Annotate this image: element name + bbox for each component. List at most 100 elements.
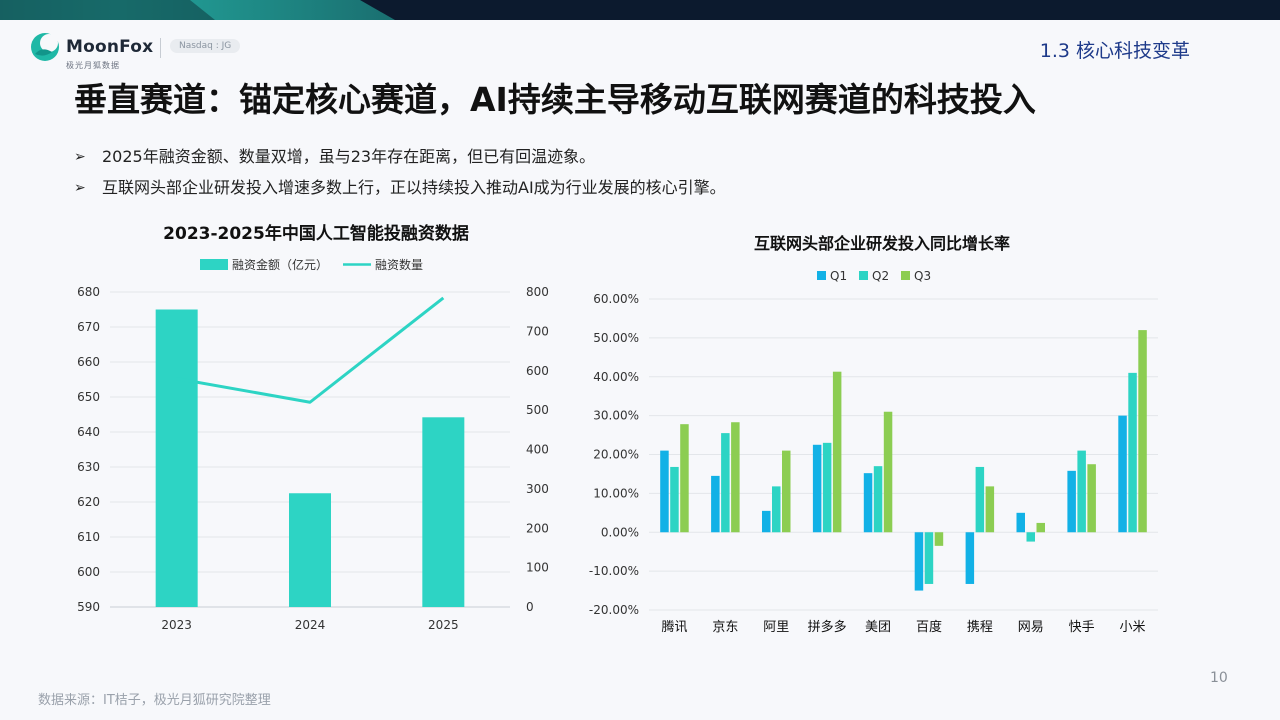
- bar-q1: [660, 450, 669, 533]
- y-tick-label: 0.00%: [601, 525, 639, 539]
- y-right-tick-label: 700: [526, 324, 549, 338]
- bullet-list: ➢ 2025年融资金额、数量双增，虽与23年存在距离，但已有回温迹象。 ➢ 互联…: [74, 144, 726, 206]
- legend-swatch-bar: [200, 259, 228, 270]
- bullet-arrow-icon: ➢: [74, 149, 86, 165]
- y-tick-label: -10.00%: [589, 564, 639, 578]
- bar-q3: [680, 424, 689, 533]
- y-left-tick-label: 610: [77, 530, 100, 544]
- x-tick-label: 2025: [428, 618, 459, 632]
- rd-growth-chart: 互联网头部企业研发投入同比增长率 Q1 Q2 Q3 -20.00% -10.00% 0.00…: [589, 234, 1158, 635]
- top-banner: [0, 0, 1280, 20]
- bar-q2: [975, 466, 985, 533]
- y-tick-label: -20.00%: [589, 603, 639, 617]
- x-tick-label: 京东: [712, 620, 738, 635]
- y-tick-label: 20.00%: [593, 448, 639, 462]
- bar-q3: [985, 486, 995, 533]
- y-left-tick-label: 620: [77, 495, 100, 509]
- x-tick-label: 网易: [1018, 620, 1044, 635]
- bar-q3: [1036, 522, 1045, 533]
- legend-label: Q3: [914, 269, 931, 283]
- chart-title: 互联网头部企业研发投入同比增长率: [754, 234, 1010, 253]
- x-tick-label: 美团: [865, 620, 891, 635]
- y-left-tick-label: 590: [77, 600, 100, 614]
- legend-swatch: [817, 271, 826, 280]
- bar-financing-amount: [289, 493, 331, 607]
- x-tick-label: 携程: [967, 619, 993, 635]
- bar-q2: [1026, 532, 1035, 542]
- bullet-item: ➢ 2025年融资金额、数量双增，虽与23年存在距离，但已有回温迹象。: [74, 144, 726, 175]
- y-tick-label: 10.00%: [593, 486, 639, 500]
- y-tick-label: 40.00%: [593, 370, 639, 384]
- y-left-tick-label: 650: [77, 390, 100, 404]
- bar-q1: [863, 473, 873, 533]
- bar-financing-amount: [155, 309, 198, 607]
- y-left-tick-label: 670: [77, 320, 100, 334]
- bar-q2: [670, 466, 679, 533]
- x-tick-label: 小米: [1120, 620, 1146, 635]
- x-tick-label: 快手: [1069, 620, 1095, 635]
- bar-q1: [965, 532, 975, 584]
- x-tick-label: 2024: [295, 618, 326, 632]
- y-right-tick-label: 400: [526, 443, 549, 457]
- brand-tagline: 极光月狐数据: [66, 61, 120, 70]
- logo-divider: [160, 38, 161, 58]
- bar-q1: [1016, 512, 1025, 533]
- bar-q2: [1128, 372, 1137, 533]
- y-right-tick-label: 0: [526, 600, 534, 614]
- legend-swatch: [859, 271, 868, 280]
- y-right-tick-label: 100: [526, 561, 549, 575]
- bullet-arrow-icon: ➢: [74, 180, 86, 196]
- y-left-tick-label: 680: [77, 285, 100, 299]
- brand-name: MoonFox: [66, 37, 154, 57]
- nasdaq-badge: Nasdaq : JG: [170, 39, 241, 53]
- bar-q1: [914, 532, 924, 591]
- legend-label: Q2: [872, 269, 889, 283]
- page-title: 垂直赛道：锚定核心赛道，AI持续主导移动互联网赛道的科技投入: [74, 80, 1036, 119]
- line-financing-count: [176, 296, 445, 404]
- bar-q2: [924, 532, 934, 584]
- bullet-text: 2025年融资金额、数量双增，虽与23年存在距离，但已有回温迹象。: [102, 147, 596, 166]
- legend-label: 融资数量: [375, 257, 423, 272]
- bar-q3: [1087, 464, 1096, 533]
- x-tick-label: 腾讯: [661, 619, 687, 635]
- bar-q3: [832, 371, 842, 533]
- chart-title: 2023-2025年中国人工智能投融资数据: [163, 223, 469, 244]
- bar-q1: [812, 444, 822, 533]
- y-right-tick-label: 800: [526, 285, 549, 299]
- bullet-item: ➢ 互联网头部企业研发投入增速多数上行，正以持续投入推动AI成为行业发展的核心引…: [74, 175, 726, 206]
- bar-q3: [731, 422, 740, 533]
- legend-swatch: [901, 271, 910, 280]
- bar-q1: [762, 510, 771, 533]
- bar-q1: [1118, 415, 1127, 533]
- y-left-tick-label: 640: [77, 425, 100, 439]
- page-number: 10: [1210, 670, 1228, 686]
- bar-q1: [711, 475, 720, 533]
- bar-q3: [782, 450, 791, 533]
- moonfox-logo: MoonFox 极光月狐数据 Nasdaq : JG: [30, 32, 280, 72]
- y-right-tick-label: 500: [526, 403, 549, 417]
- bar-q1: [1067, 470, 1076, 533]
- legend-label: Q1: [830, 269, 847, 283]
- bar-q2: [772, 486, 781, 533]
- bar-q2: [822, 442, 832, 533]
- y-left-tick-label: 660: [77, 355, 100, 369]
- y-right-tick-label: 600: [526, 364, 549, 378]
- bar-q2: [873, 466, 883, 533]
- x-tick-label: 拼多多: [808, 619, 847, 635]
- bar-q2: [1077, 450, 1086, 533]
- bar-q3: [883, 411, 893, 533]
- moonfox-logo-icon: [31, 33, 59, 61]
- bar-financing-amount: [422, 417, 465, 607]
- y-right-tick-label: 200: [526, 521, 549, 535]
- y-tick-label: 50.00%: [593, 331, 639, 345]
- y-tick-label: 60.00%: [593, 292, 639, 306]
- y-left-tick-label: 630: [77, 460, 100, 474]
- y-left-tick-label: 600: [77, 565, 100, 579]
- y-right-tick-label: 300: [526, 482, 549, 496]
- data-source: 数据来源：IT桔子，极光月狐研究院整理: [38, 693, 271, 708]
- x-tick-label: 2023: [161, 618, 192, 632]
- bullet-text: 互联网头部企业研发投入增速多数上行，正以持续投入推动AI成为行业发展的核心引擎。: [102, 178, 726, 197]
- x-tick-label: 阿里: [763, 620, 789, 635]
- bar-q2: [721, 433, 730, 533]
